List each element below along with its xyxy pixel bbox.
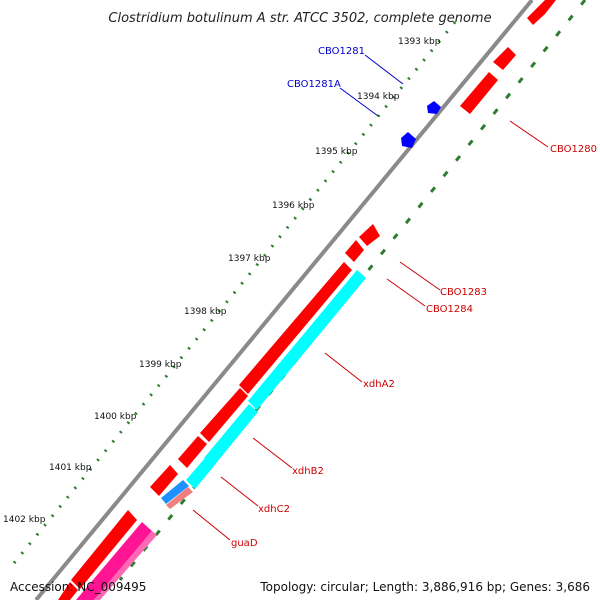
cds-match-track [161, 270, 366, 509]
match-guad-light [94, 531, 157, 600]
tick-label-1398: 1398 kbp [184, 307, 227, 317]
leader-guad [192, 509, 231, 541]
label-cbo1280[interactable]: CBO1280 [550, 144, 597, 155]
label-xdhc2[interactable]: xdhC2 [258, 504, 290, 515]
label-guad[interactable]: guaD [231, 538, 258, 549]
match-xdhc2-1 [186, 458, 214, 489]
label-cbo1283[interactable]: CBO1283 [440, 287, 487, 298]
label-cbo1284[interactable]: CBO1284 [426, 304, 473, 315]
gene-cbo1284[interactable] [345, 240, 364, 262]
tick-label-1397: 1397 kbp [228, 254, 271, 264]
leader-xdhb2 [252, 437, 293, 469]
label-leaders [192, 54, 549, 541]
match-xdhb2 [204, 404, 258, 467]
accession-text: Accession: NC_009495 [10, 580, 147, 594]
gene-cbo1281[interactable] [427, 101, 441, 114]
tick-label-1396: 1396 kbp [272, 201, 315, 211]
tick-label-1394: 1394 kbp [357, 92, 400, 102]
leader-cbo1281a [339, 87, 379, 117]
label-xdha2[interactable]: xdhA2 [363, 379, 395, 390]
label-xdhb2[interactable]: xdhB2 [292, 466, 324, 477]
gene-xdha2[interactable] [239, 262, 352, 394]
label-cbo1281[interactable]: CBO1281 [318, 46, 365, 57]
gene-cbo1283[interactable] [359, 224, 380, 246]
gene-labels: CBO1281 CBO1281A CBO1280 CBO1283 CBO1284… [231, 46, 597, 549]
leader-xdha2 [324, 352, 363, 383]
match-xdhc2-3 [166, 487, 193, 509]
match-guad [76, 522, 152, 600]
gene-cbo1280[interactable] [460, 72, 498, 114]
tick-label-1395: 1395 kbp [315, 147, 358, 157]
leader-cbo1284 [386, 278, 426, 307]
gene-xdhc2[interactable] [178, 436, 207, 468]
inner-tick-ring [118, 0, 587, 581]
match-xdhc2-2 [161, 480, 189, 504]
genome-backbone [34, 0, 534, 600]
tick-labels: 1393 kbp 1394 kbp 1395 kbp 1396 kbp 1397… [3, 37, 441, 525]
leader-xdhc2 [220, 476, 259, 507]
tick-label-1399: 1399 kbp [139, 360, 182, 370]
label-cbo1281a[interactable]: CBO1281A [287, 79, 341, 90]
forward-genes [58, 0, 556, 600]
tick-label-1400: 1400 kbp [94, 412, 137, 422]
leader-cbo1280 [509, 120, 549, 148]
leader-cbo1283 [399, 261, 441, 291]
gene-cbo1281a[interactable] [401, 132, 416, 148]
gene-guad[interactable] [71, 510, 137, 589]
tick-label-1401: 1401 kbp [49, 463, 92, 473]
gene-bottom-1[interactable] [58, 582, 78, 600]
map-title: Clostridium botulinum A str. ATCC 3502, … [108, 11, 491, 26]
tick-label-1393: 1393 kbp [398, 37, 441, 47]
gene-top-2[interactable] [493, 47, 516, 70]
gene-top-1[interactable] [527, 0, 556, 25]
leader-cbo1281 [364, 54, 404, 85]
genome-stats-text: Topology: circular; Length: 3,886,916 bp… [260, 580, 590, 594]
tick-label-1402: 1402 kbp [3, 515, 46, 525]
gene-xdhb2[interactable] [200, 388, 248, 442]
gene-small-1[interactable] [150, 465, 178, 496]
match-xdha2 [248, 270, 366, 410]
